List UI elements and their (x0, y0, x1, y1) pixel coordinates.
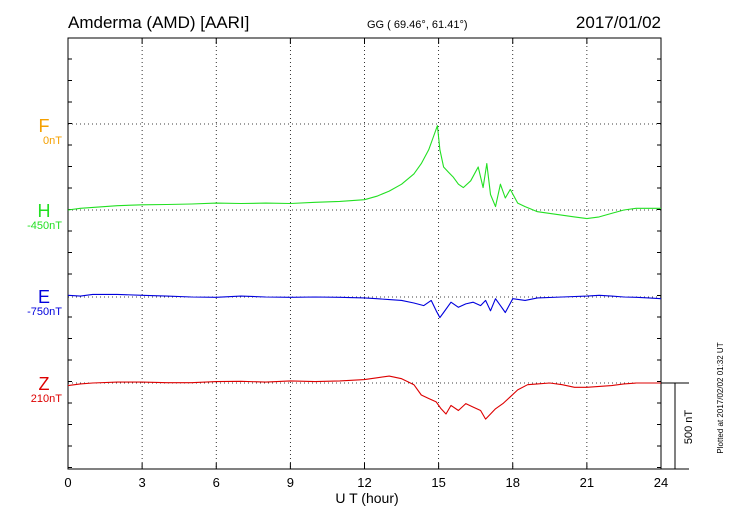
series-name-e: E (38, 287, 50, 307)
x-tick-label: 12 (357, 475, 371, 490)
series-baseline-z: 210nT (31, 393, 62, 405)
x-tick-label: 6 (213, 475, 220, 490)
scale-bar-label: 500 nT (683, 410, 695, 445)
x-axis-label: U T (hour) (335, 490, 398, 506)
series-name-f: F (39, 116, 50, 136)
x-tick-label: 24 (654, 475, 668, 490)
x-tick-label: 21 (580, 475, 594, 490)
series-name-z: Z (39, 374, 50, 394)
date-label: 2017/01/02 (576, 13, 661, 32)
series-baseline-f: 0nT (43, 135, 62, 147)
series-name-h: H (38, 201, 51, 221)
x-tick-label: 18 (506, 475, 520, 490)
x-tick-label: 3 (139, 475, 146, 490)
x-tick-label: 0 (64, 475, 71, 490)
x-tick-label: 15 (431, 475, 445, 490)
plotted-at-note: Plotted at 2017/02/02 01:32 UT (716, 342, 725, 453)
trace-z (67, 375, 661, 420)
station-title: Amderma (AMD) [AARI] (68, 13, 249, 32)
scale-bar: 500 nT (661, 382, 695, 470)
grid-lines (68, 38, 661, 469)
series-baseline-e: -750nT (27, 306, 62, 318)
x-axis-ticks: 0 3 6 9 12 15 18 21 24 (64, 38, 668, 490)
traces (67, 125, 662, 420)
trace-e (67, 293, 662, 319)
x-tick-label: 9 (287, 475, 294, 490)
geo-coordinates: GG ( 69.46°, 61.41°) (367, 19, 468, 31)
series-baseline-h: -450nT (27, 220, 62, 232)
trace-h (67, 125, 661, 220)
